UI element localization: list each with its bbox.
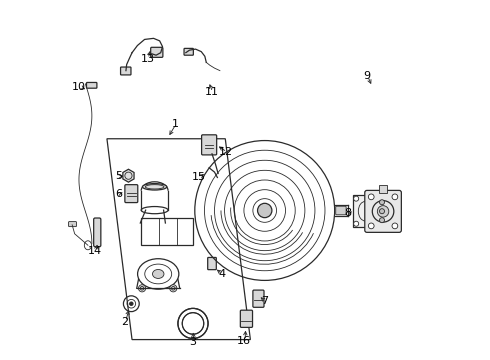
FancyBboxPatch shape	[121, 67, 131, 75]
FancyBboxPatch shape	[151, 47, 163, 57]
Circle shape	[139, 285, 146, 292]
Text: 5: 5	[115, 171, 122, 181]
FancyBboxPatch shape	[353, 195, 378, 227]
FancyBboxPatch shape	[69, 222, 76, 226]
Polygon shape	[123, 169, 134, 182]
FancyBboxPatch shape	[125, 185, 138, 203]
FancyBboxPatch shape	[184, 48, 194, 55]
Ellipse shape	[143, 184, 167, 190]
Circle shape	[379, 209, 385, 214]
Circle shape	[354, 196, 359, 201]
Text: 15: 15	[192, 172, 206, 182]
Text: 4: 4	[218, 269, 225, 279]
FancyBboxPatch shape	[94, 218, 101, 247]
Text: 14: 14	[88, 246, 102, 256]
FancyBboxPatch shape	[240, 310, 252, 327]
Circle shape	[258, 203, 272, 218]
Text: 7: 7	[261, 296, 269, 306]
Text: 3: 3	[190, 337, 196, 347]
Circle shape	[392, 194, 398, 200]
Circle shape	[379, 200, 385, 205]
FancyBboxPatch shape	[87, 82, 97, 88]
Circle shape	[372, 221, 377, 226]
Circle shape	[377, 206, 389, 217]
Text: 1: 1	[172, 120, 178, 129]
Text: 6: 6	[115, 189, 122, 199]
Circle shape	[368, 194, 374, 200]
Circle shape	[392, 223, 398, 229]
Text: 2: 2	[122, 317, 128, 327]
Text: 13: 13	[141, 54, 154, 64]
Text: 12: 12	[220, 147, 233, 157]
FancyBboxPatch shape	[201, 135, 217, 155]
Text: 9: 9	[364, 71, 370, 81]
Text: 16: 16	[237, 336, 251, 346]
FancyBboxPatch shape	[208, 257, 216, 270]
FancyBboxPatch shape	[253, 290, 264, 307]
Circle shape	[170, 285, 177, 292]
Circle shape	[129, 302, 133, 306]
FancyBboxPatch shape	[336, 206, 346, 215]
Text: 8: 8	[345, 208, 352, 218]
Circle shape	[379, 218, 385, 223]
Ellipse shape	[152, 270, 164, 278]
Text: 11: 11	[205, 87, 219, 97]
Circle shape	[368, 223, 374, 229]
FancyBboxPatch shape	[365, 190, 401, 232]
Circle shape	[372, 196, 377, 201]
Text: 10: 10	[73, 82, 86, 92]
Circle shape	[354, 221, 359, 226]
FancyBboxPatch shape	[379, 185, 387, 193]
